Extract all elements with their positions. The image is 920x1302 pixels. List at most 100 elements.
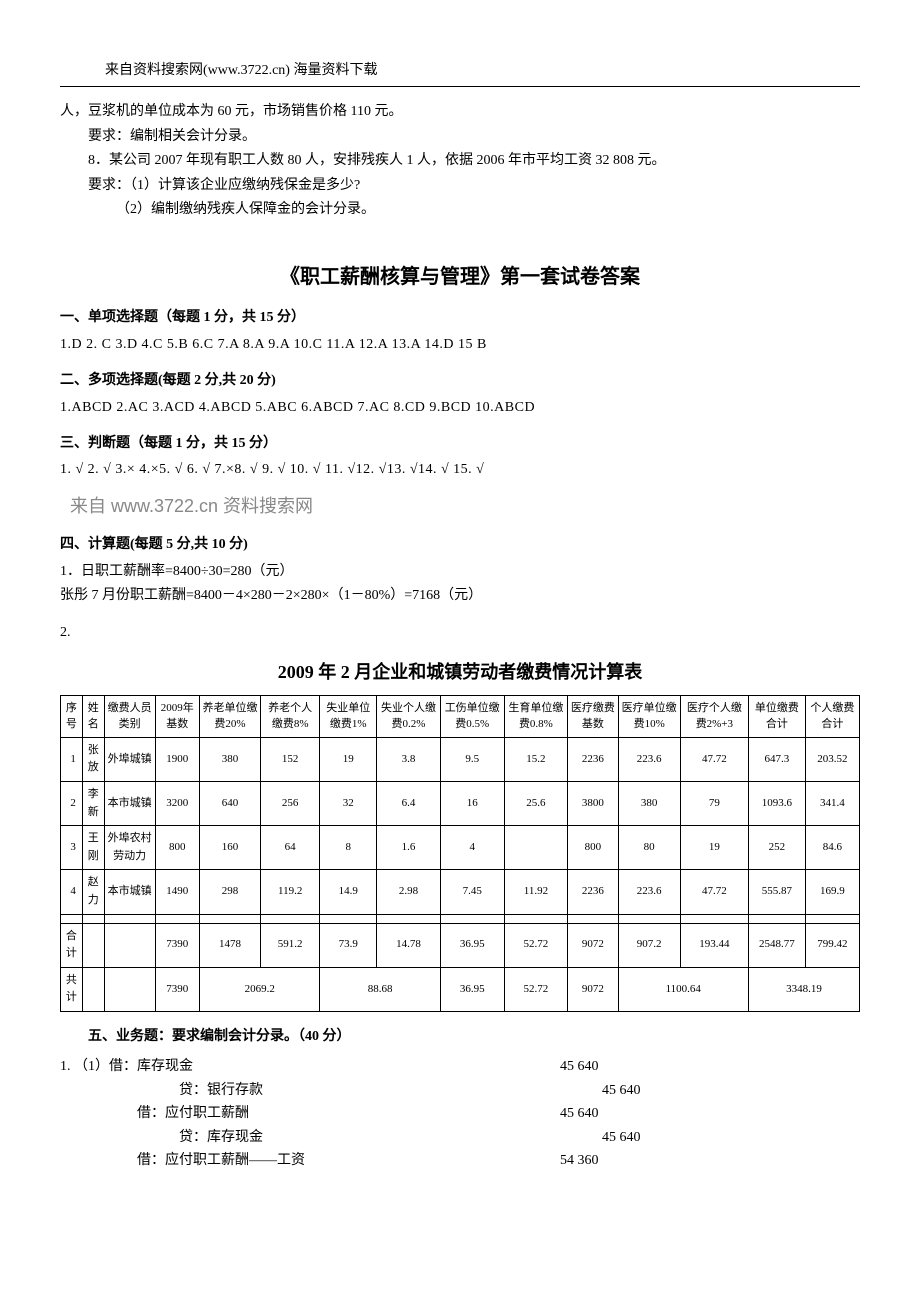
table-cell: [805, 914, 859, 923]
table-header-cell: 序号: [61, 695, 83, 737]
table-cell: 4: [61, 870, 83, 914]
table-row: [61, 914, 860, 923]
journal-entries: 1. （1）借：库存现金45 640贷：银行存款45 640借：应付职工薪酬45…: [60, 1056, 860, 1172]
table-header-cell: 养老单位缴费20%: [200, 695, 261, 737]
table-cell: 2548.77: [748, 923, 805, 967]
table-cell: 47.72: [680, 737, 748, 781]
table-cell: 2: [61, 782, 83, 826]
table-cell: 88.68: [320, 967, 440, 1011]
table-cell: [377, 914, 441, 923]
entry-label: 1. （1）借：库存现金: [60, 1056, 560, 1078]
table-header-cell: 失业个人缴费0.2%: [377, 695, 441, 737]
table-cell: 591.2: [261, 923, 320, 967]
calc-table: 序号姓名缴费人员类别2009年基数养老单位缴费20%养老个人缴费8%失业单位缴费…: [60, 695, 860, 1012]
table-cell: 16: [440, 782, 504, 826]
table-cell: [320, 914, 377, 923]
table-cell: 252: [748, 826, 805, 870]
table-cell: [82, 967, 104, 1011]
table-cell: 380: [200, 737, 261, 781]
entry-amount: 45 640: [560, 1080, 700, 1102]
entry-amount: 54 360: [560, 1150, 700, 1172]
table-row: 3王刚外埠农村劳动力8001606481.64800801925284.6: [61, 826, 860, 870]
table-cell: 张放: [82, 737, 104, 781]
section1-title: 一、单项选择题（每题 1 分，共 15 分）: [60, 307, 860, 329]
table-cell: 9072: [568, 967, 618, 1011]
table-cell: 2236: [568, 737, 618, 781]
table-header-row: 序号姓名缴费人员类别2009年基数养老单位缴费20%养老个人缴费8%失业单位缴费…: [61, 695, 860, 737]
table-cell: 647.3: [748, 737, 805, 781]
table-cell: 11.92: [504, 870, 568, 914]
table-cell: 298: [200, 870, 261, 914]
table-cell: 7390: [155, 923, 199, 967]
table-cell: [261, 914, 320, 923]
table-header-cell: 失业单位缴费1%: [320, 695, 377, 737]
table-cell: 25.6: [504, 782, 568, 826]
intro-req1: 要求：编制相关会计分录。: [60, 126, 860, 148]
journal-entry-row: 1. （1）借：库存现金45 640: [60, 1056, 860, 1078]
table-cell: 79: [680, 782, 748, 826]
table-header-cell: 工伤单位缴费0.5%: [440, 695, 504, 737]
table-cell: 380: [618, 782, 680, 826]
table-cell: 907.2: [618, 923, 680, 967]
entry-amount: 45 640: [560, 1056, 700, 1078]
table-cell: 14.9: [320, 870, 377, 914]
table-header-cell: 2009年基数: [155, 695, 199, 737]
table-header-cell: 个人缴费合计: [805, 695, 859, 737]
table-cell: 1900: [155, 737, 199, 781]
section5-title: 五、业务题：要求编制会计分录。（40 分）: [60, 1026, 860, 1048]
section4-q2: 2.: [60, 622, 860, 644]
table-cell: [200, 914, 261, 923]
table-cell: 1.6: [377, 826, 441, 870]
table-cell: [618, 914, 680, 923]
table-cell: 19: [320, 737, 377, 781]
section2-answers: 1.ABCD 2.AC 3.ACD 4.ABCD 5.ABC 6.ABCD 7.…: [60, 397, 860, 419]
entry-amount: 45 640: [560, 1103, 700, 1125]
table-header-cell: 缴费人员类别: [104, 695, 155, 737]
table-cell: [680, 914, 748, 923]
table-cell: 7.45: [440, 870, 504, 914]
section3-answers: 1. √ 2. √ 3.× 4.×5. √ 6. √ 7.×8. √ 9. √ …: [60, 459, 860, 481]
journal-entry-row: 借：应付职工薪酬——工资54 360: [60, 1150, 860, 1172]
table-cell: 800: [155, 826, 199, 870]
table-cell: 73.9: [320, 923, 377, 967]
table-cell: [104, 914, 155, 923]
table-cell: 14.78: [377, 923, 441, 967]
table-header-cell: 医疗单位缴费10%: [618, 695, 680, 737]
intro-req2a: 要求：（1）计算该企业应缴纳残保金是多少?: [60, 175, 860, 197]
table-cell: 36.95: [440, 967, 504, 1011]
table-cell: 3348.19: [748, 967, 859, 1011]
table-cell: 52.72: [504, 923, 568, 967]
table-cell: 1100.64: [618, 967, 748, 1011]
table-cell: [104, 967, 155, 1011]
entry-label: 贷：库存现金: [60, 1127, 560, 1149]
table-cell: 3.8: [377, 737, 441, 781]
table-cell: [82, 923, 104, 967]
table-cell: [504, 826, 568, 870]
table-header-cell: 生育单位缴费0.8%: [504, 695, 568, 737]
table-total-row: 共计73902069.288.6836.9552.7290721100.6433…: [61, 967, 860, 1011]
journal-entry-row: 贷：银行存款45 640: [60, 1080, 860, 1102]
table-cell: 64: [261, 826, 320, 870]
entry-label: 贷：银行存款: [60, 1080, 560, 1102]
table-cell: 223.6: [618, 737, 680, 781]
table-header-cell: 养老个人缴费8%: [261, 695, 320, 737]
table-header-cell: 单位缴费合计: [748, 695, 805, 737]
table-cell: 共计: [61, 967, 83, 1011]
journal-entry-row: 借：应付职工薪酬45 640: [60, 1103, 860, 1125]
table-cell: [748, 914, 805, 923]
table-cell: 8: [320, 826, 377, 870]
table-cell: 9.5: [440, 737, 504, 781]
table-cell: 80: [618, 826, 680, 870]
table-cell: 800: [568, 826, 618, 870]
table-cell: 799.42: [805, 923, 859, 967]
table-cell: 52.72: [504, 967, 568, 1011]
table-cell: 36.95: [440, 923, 504, 967]
watermark-text: 来自 www.3722.cn 资料搜索网: [70, 492, 860, 521]
table-cell: [104, 923, 155, 967]
table-cell: 6.4: [377, 782, 441, 826]
table-row: 1张放外埠城镇1900380152193.89.515.22236223.647…: [61, 737, 860, 781]
section4-q1b: 张彤 7 月份职工薪酬=8400－4×280－2×280×（1－80%）=716…: [60, 585, 860, 607]
table-cell: 640: [200, 782, 261, 826]
journal-entry-row: 贷：库存现金45 640: [60, 1127, 860, 1149]
table-row: 2李新本市城镇3200640256326.41625.6380038079109…: [61, 782, 860, 826]
